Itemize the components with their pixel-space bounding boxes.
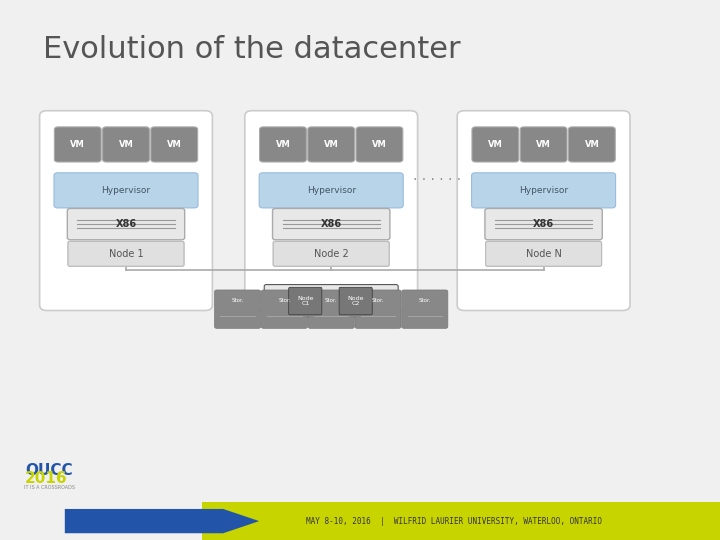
FancyBboxPatch shape [457,111,630,310]
FancyBboxPatch shape [68,241,184,266]
FancyBboxPatch shape [339,287,372,315]
FancyBboxPatch shape [54,173,198,208]
Text: Node 2: Node 2 [314,249,348,259]
FancyBboxPatch shape [274,241,389,266]
FancyBboxPatch shape [151,127,197,162]
Text: Stor.: Stor. [231,298,244,303]
Text: X86: X86 [115,219,137,229]
FancyBboxPatch shape [261,290,307,328]
FancyBboxPatch shape [260,127,307,162]
FancyBboxPatch shape [472,173,616,208]
FancyBboxPatch shape [485,241,602,266]
Text: Hypervisor: Hypervisor [307,186,356,195]
FancyBboxPatch shape [259,173,403,208]
Text: Node 1: Node 1 [109,249,143,259]
Text: VM: VM [167,140,181,149]
FancyBboxPatch shape [54,127,101,162]
FancyBboxPatch shape [402,290,448,328]
FancyBboxPatch shape [274,241,389,266]
FancyBboxPatch shape [215,290,261,328]
Text: VM: VM [585,140,599,149]
Text: Node
C1: Node C1 [297,296,313,307]
FancyBboxPatch shape [40,111,212,310]
FancyBboxPatch shape [245,111,418,310]
FancyBboxPatch shape [472,127,518,162]
FancyBboxPatch shape [68,208,184,240]
FancyBboxPatch shape [289,287,322,315]
FancyBboxPatch shape [485,208,602,240]
Bar [202,502,720,540]
Text: Stor.: Stor. [418,298,431,303]
FancyBboxPatch shape [355,290,401,328]
FancyBboxPatch shape [308,290,354,328]
Text: VM: VM [536,140,551,149]
Text: Stor.: Stor. [372,298,384,303]
Text: VM: VM [372,140,387,149]
Text: Hypervisor: Hypervisor [102,186,150,195]
Text: Stor.: Stor. [278,298,291,303]
FancyBboxPatch shape [308,127,355,162]
Text: Node 1: Node 1 [109,249,143,259]
Text: Stor.: Stor. [325,298,338,303]
Text: X86: X86 [320,219,342,229]
FancyBboxPatch shape [264,285,398,318]
Text: VM: VM [119,140,133,149]
Text: · · · · · ·: · · · · · · [413,173,462,186]
Text: VM: VM [276,140,290,149]
Text: Evolution of the datacenter: Evolution of the datacenter [43,35,461,64]
Text: Node 2: Node 2 [314,249,348,259]
Text: IT IS A CROSSROADS: IT IS A CROSSROADS [24,485,75,490]
Text: MAY 8-10, 2016  |  WILFRID LAURIER UNIVERSITY, WATERLOO, ONTARIO: MAY 8-10, 2016 | WILFRID LAURIER UNIVERS… [305,517,602,525]
FancyBboxPatch shape [356,127,403,162]
FancyBboxPatch shape [68,241,184,266]
Text: Node N: Node N [526,249,562,259]
FancyBboxPatch shape [485,241,602,266]
Text: X86: X86 [533,219,554,229]
Text: Node N: Node N [526,249,562,259]
FancyBboxPatch shape [102,127,150,162]
FancyBboxPatch shape [272,208,390,240]
Text: VM: VM [488,140,503,149]
FancyBboxPatch shape [521,127,567,162]
Text: Node
C2: Node C2 [348,296,364,307]
Text: VM: VM [324,140,338,149]
Text: 2016: 2016 [25,471,68,487]
FancyBboxPatch shape [569,127,615,162]
FancyArrow shape [65,509,259,534]
Text: Hypervisor: Hypervisor [519,186,568,195]
Bar [0,432,94,502]
Text: OUCC: OUCC [25,463,73,478]
Text: VM: VM [71,140,85,149]
